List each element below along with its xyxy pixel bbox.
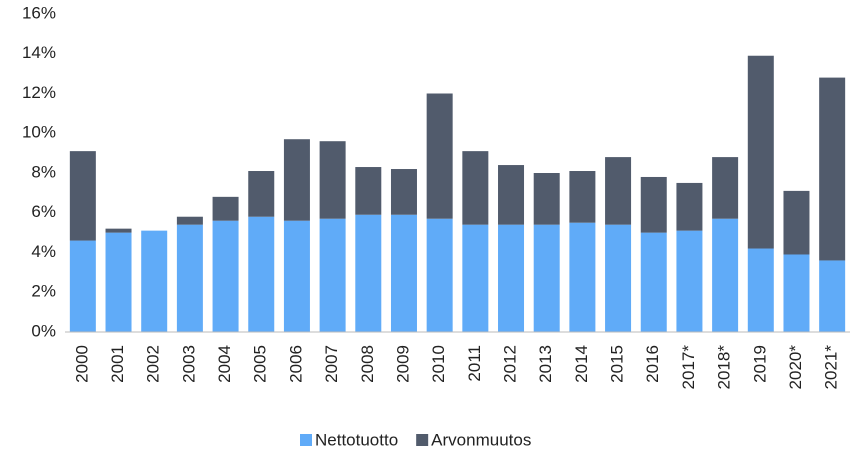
bar-segment: [426, 93, 453, 219]
y-tick-label: 14%: [22, 43, 56, 62]
bar-segment: [69, 240, 96, 332]
bar-segment: [69, 151, 96, 241]
x-tick-label: 2013: [536, 345, 555, 383]
x-tick-label: 2005: [251, 345, 270, 383]
x-tick-label: 2017*: [679, 345, 698, 390]
bar-segment: [319, 141, 346, 219]
x-tick-label: 2014: [572, 345, 591, 383]
bar-segment: [747, 55, 774, 249]
bar-segment: [569, 222, 596, 332]
bar-segment: [640, 176, 667, 233]
x-tick-label: 2019: [750, 345, 769, 383]
x-tick-label: 2002: [144, 345, 163, 383]
bar-segment: [212, 196, 239, 221]
x-tick-label: 2009: [393, 345, 412, 383]
y-tick-label: 12%: [22, 83, 56, 102]
x-tick-label: 2000: [72, 345, 91, 383]
bar-segment: [283, 220, 310, 332]
bar-segment: [176, 224, 203, 332]
legend-swatch: [300, 434, 312, 446]
bar-segment: [498, 224, 525, 332]
bar-segment: [640, 232, 667, 332]
bar-segment: [533, 224, 560, 332]
bar-segment: [783, 190, 810, 255]
x-tick-label: 2007: [322, 345, 341, 383]
x-tick-label: 2018*: [715, 345, 734, 390]
bar-segment: [747, 248, 774, 332]
x-tick-label: 2010: [429, 345, 448, 383]
y-tick-label: 8%: [31, 162, 56, 181]
bar-segment: [783, 254, 810, 332]
x-tick-label: 2015: [608, 345, 627, 383]
bar-segment: [676, 230, 703, 332]
bar-segment: [605, 157, 632, 225]
y-tick-label: 6%: [31, 202, 56, 221]
x-tick-label: 2008: [358, 345, 377, 383]
bar-segment: [212, 220, 239, 332]
x-tick-label: 2012: [501, 345, 520, 383]
bar-segment: [533, 173, 560, 225]
x-tick-label: 2004: [215, 345, 234, 383]
bar-segment: [390, 169, 417, 215]
y-tick-label: 2%: [31, 282, 56, 301]
bar-segment: [426, 218, 453, 332]
y-tick-label: 4%: [31, 242, 56, 261]
y-tick-label: 16%: [22, 3, 56, 22]
bar-segment: [462, 224, 489, 332]
bar-segment: [498, 165, 525, 225]
legend-label: Nettotuotto: [315, 430, 398, 449]
bar-segment: [390, 214, 417, 332]
x-tick-label: 2001: [108, 345, 127, 383]
x-tick-label: 2021*: [822, 345, 841, 390]
legend-label: Arvonmuutos: [431, 430, 531, 449]
y-tick-label: 10%: [22, 123, 56, 142]
bar-segment: [355, 167, 382, 215]
bar-segment: [319, 218, 346, 332]
x-tick-label: 2011: [465, 345, 484, 382]
bar-segment: [462, 151, 489, 225]
x-tick-label: 2016: [643, 345, 662, 383]
bar-segment: [712, 218, 739, 332]
legend-swatch: [416, 434, 429, 446]
bar-segment: [248, 171, 275, 217]
bar-segment: [676, 182, 703, 231]
bar-segment: [105, 228, 132, 233]
bar-segment: [141, 230, 168, 332]
bar-segment: [355, 214, 382, 332]
x-tick-label: 2020*: [786, 345, 805, 390]
bar-segment: [819, 260, 846, 332]
x-tick-label: 2003: [179, 345, 198, 383]
bar-segment: [569, 171, 596, 223]
bar-segment: [248, 216, 275, 332]
bar-segment: [819, 77, 846, 261]
bar-segment: [105, 232, 132, 332]
bar-segment: [605, 224, 632, 332]
x-tick-label: 2006: [286, 345, 305, 383]
bar-segment: [712, 157, 739, 219]
bar-segment: [176, 216, 203, 225]
bar-segment: [283, 139, 310, 221]
y-tick-label: 0%: [31, 321, 56, 340]
